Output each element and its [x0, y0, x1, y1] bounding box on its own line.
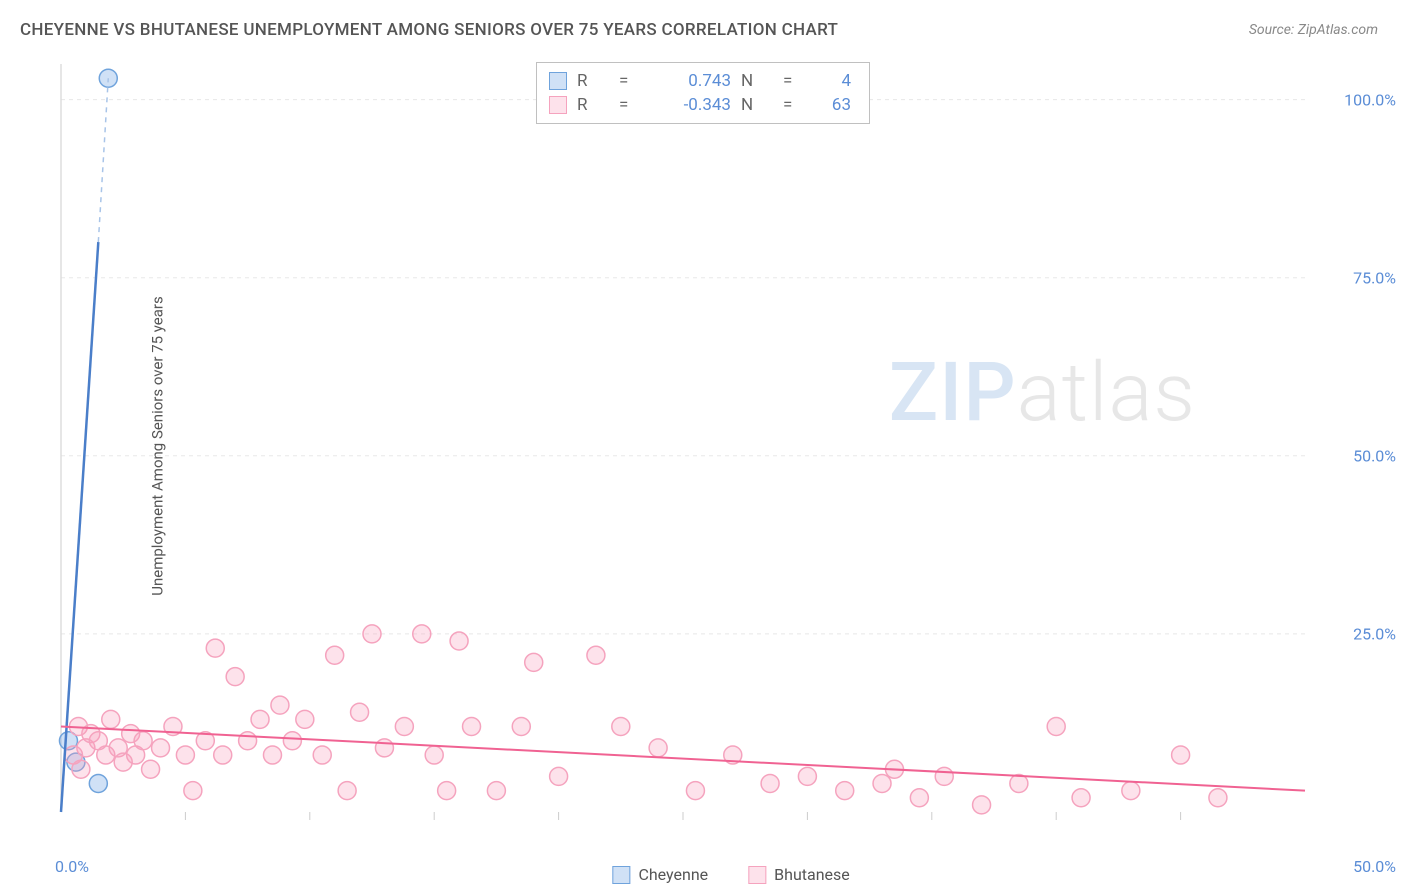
legend-item-cheyenne: Cheyenne: [612, 865, 708, 884]
plot-area: [55, 60, 1375, 840]
swatch-pink: [549, 96, 567, 114]
stats-legend: R = 0.743 N = 4 R = -0.343 N = 63: [536, 62, 870, 124]
scatter-chart: [55, 60, 1375, 840]
n-label: N: [741, 69, 773, 93]
r-label: R: [577, 93, 609, 117]
swatch-pink: [748, 866, 766, 884]
eq-sign: =: [619, 69, 651, 93]
stats-row-bhutanese: R = -0.343 N = 63: [549, 93, 851, 117]
chart-title: CHEYENNE VS BHUTANESE UNEMPLOYMENT AMONG…: [20, 20, 838, 40]
bottom-legend: Cheyenne Bhutanese: [612, 865, 849, 884]
legend-label: Cheyenne: [638, 865, 708, 884]
y-tick-label: 50.0%: [1353, 446, 1396, 465]
r-value-cheyenne: 0.743: [661, 69, 731, 93]
stats-row-cheyenne: R = 0.743 N = 4: [549, 69, 851, 93]
y-tick-label: 100.0%: [1344, 90, 1396, 109]
swatch-blue: [549, 72, 567, 90]
y-tick-label: 75.0%: [1353, 268, 1396, 287]
eq-sign: =: [783, 93, 815, 117]
x-axis-max: 50.0%: [1353, 857, 1396, 876]
swatch-blue: [612, 866, 630, 884]
n-value-cheyenne: 4: [825, 69, 851, 93]
n-label: N: [741, 93, 773, 117]
source-label: Source: ZipAtlas.com: [1249, 22, 1378, 38]
r-value-bhutanese: -0.343: [661, 93, 731, 117]
eq-sign: =: [783, 69, 815, 93]
n-value-bhutanese: 63: [825, 93, 851, 117]
r-label: R: [577, 69, 609, 93]
legend-item-bhutanese: Bhutanese: [748, 865, 850, 884]
y-tick-label: 25.0%: [1353, 624, 1396, 643]
x-axis-min: 0.0%: [55, 857, 89, 876]
legend-label: Bhutanese: [774, 865, 850, 884]
eq-sign: =: [619, 93, 651, 117]
